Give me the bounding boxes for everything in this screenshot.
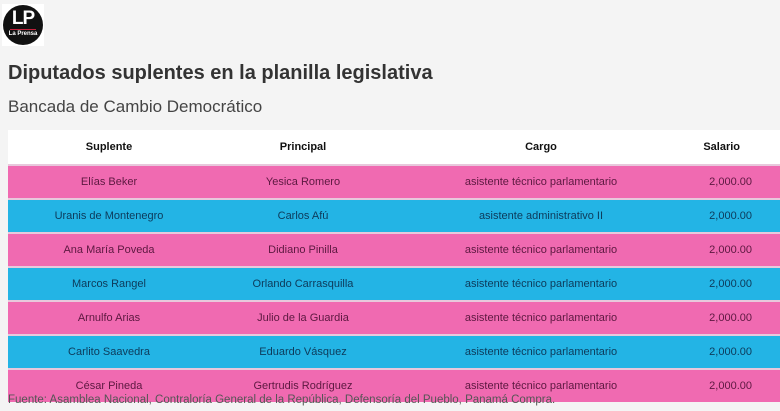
cell-salario: 2,000.00 <box>686 232 780 267</box>
cell-suplente: Ana María Poveda <box>8 232 210 267</box>
header-principal[interactable]: Principal <box>210 130 396 165</box>
cell-salario: 2,000.00 <box>686 198 780 233</box>
cell-salario: 2,000.00 <box>686 164 780 199</box>
la-prensa-logo: LP La Prensa <box>2 4 44 46</box>
header-salario[interactable]: Salario <box>686 130 780 165</box>
header-cargo[interactable]: Cargo <box>396 130 686 165</box>
cell-principal: Didiano Pinilla <box>210 232 396 267</box>
cell-principal: Gertrudis Rodríguez <box>210 368 396 402</box>
cell-cargo: asistente técnico parlamentario <box>396 334 686 369</box>
cell-cargo: asistente técnico parlamentario <box>396 164 686 199</box>
table-row: Elías Beker Yesica Romero asistente técnic… <box>8 164 780 199</box>
cell-principal: Carlos Afú <box>210 198 396 233</box>
cell-suplente: Elías Beker <box>8 164 210 199</box>
cell-salario: 2,000.00 <box>686 266 780 301</box>
cell-suplente: Carlito Saavedra <box>8 334 210 369</box>
table-row: Carlito Saavedra Eduardo Vásquez asistente… <box>8 334 780 369</box>
source-note: Fuente: Asamblea Nacional, Contraloría G… <box>8 394 556 406</box>
logo-circle <box>3 5 43 45</box>
cell-suplente: Arnulfo Arias <box>8 300 210 335</box>
cell-principal: Yesica Romero <box>210 164 396 199</box>
cell-salario: 2,000.00 <box>686 300 780 335</box>
table-row: Marcos Rangel Orlando Carrasquilla asisten… <box>8 266 780 301</box>
cell-principal: Eduardo Vásquez <box>210 334 396 369</box>
table-header-row: Suplente Principal Cargo Salario <box>8 130 780 165</box>
cell-cargo: asistente técnico parlamentario <box>396 232 686 267</box>
data-table: Suplente Principal Cargo Salario Elías B… <box>8 130 780 402</box>
cell-salario: 2,000.00 <box>686 368 780 402</box>
cell-salario: 2,000.00 <box>686 334 780 369</box>
cell-cargo: asistente administrativo II <box>396 198 686 233</box>
table-row: César Pineda Gertrudis Rodríguez asistente… <box>8 368 780 402</box>
cell-cargo: asistente técnico parlamentario <box>396 300 686 335</box>
table-row: Uranis de Montenegro Carlos Afú asistente … <box>8 198 780 233</box>
cell-suplente: Uranis de Montenegro <box>8 198 210 233</box>
cell-suplente: César Pineda <box>8 368 210 402</box>
logo-name: La Prensa <box>8 31 38 37</box>
cell-cargo: asistente técnico parlamentario <box>396 266 686 301</box>
table-row: Ana María Poveda Didiano Pinilla asistente… <box>8 232 780 267</box>
table-row: Arnulfo Arias Julio de la Guardia asistent… <box>8 300 780 335</box>
cell-suplente: Marcos Rangel <box>8 266 210 301</box>
logo-divider <box>10 29 36 30</box>
cell-cargo: asistente técnico parlamentario <box>396 368 686 402</box>
page-title: Diputados suplentes en la planilla legis… <box>8 62 433 84</box>
cell-principal: Julio de la Guardia <box>210 300 396 335</box>
header-suplente[interactable]: Suplente <box>8 130 210 165</box>
cell-principal: Orlando Carrasquilla <box>210 266 396 301</box>
logo-mark: LP <box>11 8 35 29</box>
page-subtitle: Bancada de Cambio Democrático <box>8 97 263 116</box>
